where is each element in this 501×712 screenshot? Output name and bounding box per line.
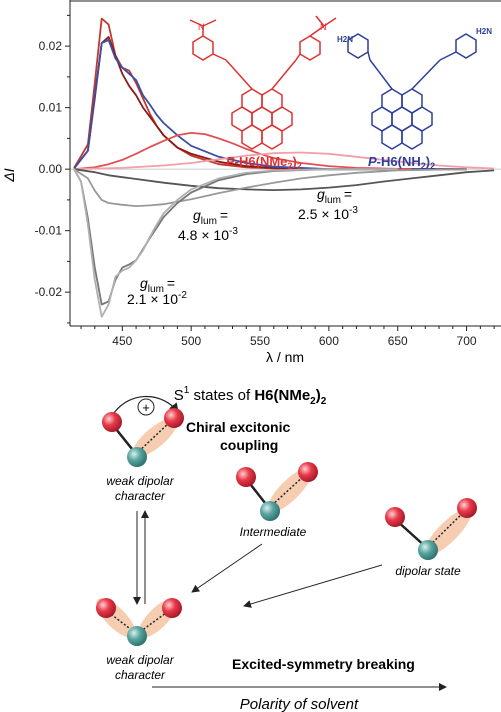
- series-line-5: [74, 151, 495, 171]
- y-tick-label: -0.02: [35, 285, 63, 299]
- y-axis-label: ΔI: [1, 168, 17, 182]
- nme2-n-label-2: N: [320, 22, 327, 32]
- annotation-glum-3: glum = 2.5 × 10-3: [298, 186, 358, 222]
- y-tick-label: 0.01: [39, 101, 63, 115]
- plus-sign: +: [142, 400, 150, 415]
- svg-text:glum=: glum =: [317, 186, 352, 206]
- x-tick-label: 500: [181, 334, 201, 348]
- annotation-glum-1: glum = 2.1 × 10-2: [127, 275, 187, 307]
- chiral-label-line1: Chiral excitonic: [186, 419, 290, 435]
- esb-label: Excited-symmetry breaking: [232, 656, 415, 672]
- chart: 450 500 550 600 650 700 0.02 0.01 0.00 -0.01 -0.0…: [1, 0, 501, 365]
- series-group: [73, 17, 495, 318]
- weak-dipolar-label-1b: character: [115, 489, 166, 503]
- weak-dipolar-label-2a: weak dipolar: [106, 653, 174, 667]
- x-axis-label: λ / nm: [266, 349, 304, 365]
- state-weak-dipolar-bottom: [96, 598, 182, 646]
- molecule-label-nme2: P-H6(NMe2)2: [226, 154, 302, 171]
- y-ticks: 0.02 0.01 0.00 -0.01 -0.02: [35, 14, 70, 324]
- arrow-intermediate: [191, 543, 263, 593]
- state-diagram: S1 states of H6(NMe2)2 + Chiral excitoni…: [96, 385, 477, 712]
- intermediate-label: Intermediate: [240, 525, 307, 539]
- state-weak-dipolar-top: +: [102, 395, 184, 467]
- series-line-7: [73, 168, 467, 208]
- nme2-n-label-1: N: [198, 22, 205, 32]
- series-line-3: [73, 39, 467, 171]
- nh2-label-right: H2N: [476, 27, 492, 36]
- polarity-label: Polarity of solvent: [240, 696, 359, 712]
- state-intermediate: [236, 462, 318, 521]
- diagram-title: S1 states of H6(NMe2)2: [174, 385, 327, 407]
- dipolar-state-label: dipolar state: [395, 564, 461, 578]
- svg-text:4.8 × 10-3: 4.8 × 10-3: [178, 226, 238, 243]
- molecule-structure-nme2: [189, 15, 337, 150]
- y-tick-label: -0.01: [35, 224, 63, 238]
- x-tick-label: 550: [250, 334, 270, 348]
- state-dipolar: [385, 498, 477, 560]
- arrow-dipolar: [243, 564, 383, 608]
- nh2-label-left: H2N: [337, 35, 353, 44]
- svg-text:glum=: glum =: [193, 207, 228, 227]
- weak-dipolar-label-2b: character: [115, 668, 166, 682]
- x-tick-label: 600: [319, 334, 339, 348]
- molecule-label-nh2: P-H6(NH2)2: [368, 154, 435, 171]
- series-line-4: [74, 131, 412, 171]
- equilibrium-arrows: [133, 510, 149, 605]
- chiral-label-line2: coupling: [220, 437, 278, 453]
- svg-text:2.1 × 10-2: 2.1 × 10-2: [127, 290, 187, 307]
- annotation-glum-2: glum = 4.8 × 10-3: [178, 207, 238, 243]
- x-tick-label: 450: [112, 334, 132, 348]
- x-tick-label: 700: [457, 334, 477, 348]
- x-tick-label: 650: [388, 334, 408, 348]
- x-ticks: 450 500 550 600 650 700: [80, 326, 495, 348]
- series-line-9: [73, 168, 398, 318]
- svg-text:glum=: glum =: [140, 275, 175, 295]
- svg-text:2.5 × 10-3: 2.5 × 10-3: [298, 205, 358, 222]
- molecule-structure-nh2: [347, 33, 477, 150]
- axes: [69, 0, 501, 327]
- series-line-2: [73, 36, 467, 171]
- weak-dipolar-label-1a: weak dipolar: [106, 474, 174, 488]
- y-tick-label: 0.00: [39, 162, 63, 176]
- y-tick-label: 0.02: [39, 39, 63, 53]
- series-line-6: [73, 168, 495, 192]
